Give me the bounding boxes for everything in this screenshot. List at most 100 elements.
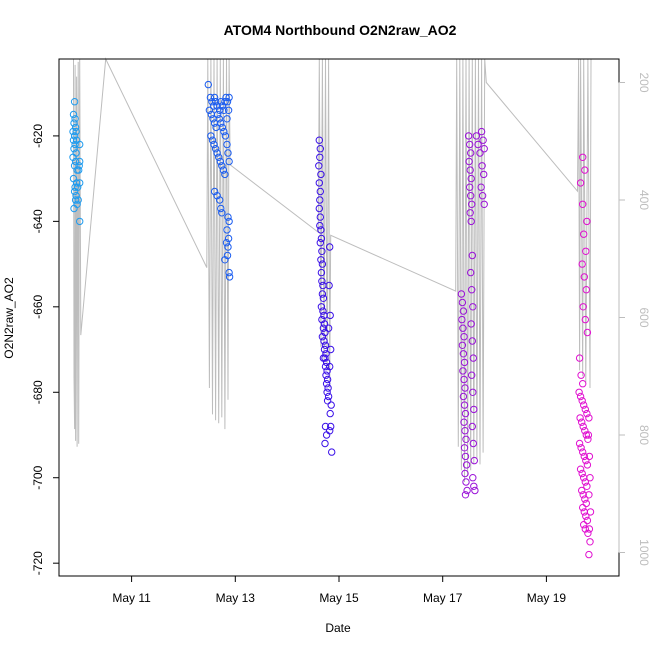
data-point bbox=[215, 153, 223, 162]
data-point bbox=[580, 401, 588, 409]
data-point bbox=[326, 409, 334, 418]
data-point bbox=[467, 268, 475, 277]
data-point bbox=[585, 550, 593, 559]
data-point bbox=[316, 145, 324, 153]
data-point bbox=[480, 145, 488, 153]
x-axis: May 11 May 13 May 15 May 17 May 19 bbox=[112, 575, 566, 605]
data-point bbox=[218, 162, 226, 170]
data-point bbox=[472, 132, 481, 140]
data-point bbox=[474, 140, 482, 149]
data-point bbox=[580, 521, 588, 529]
data-point bbox=[220, 106, 228, 115]
data-point bbox=[470, 482, 478, 490]
data-point bbox=[458, 298, 467, 307]
y-right-tick-label: 400 bbox=[637, 190, 650, 210]
data-point bbox=[211, 145, 220, 153]
data-point bbox=[317, 234, 326, 243]
data-point bbox=[204, 80, 213, 89]
data-point bbox=[224, 243, 232, 251]
data-point bbox=[74, 196, 82, 204]
data-point bbox=[321, 362, 330, 371]
data-point bbox=[71, 196, 80, 204]
data-point bbox=[579, 448, 587, 456]
data-point bbox=[466, 209, 474, 217]
data-point bbox=[575, 439, 584, 448]
data-point bbox=[468, 286, 476, 294]
data-point bbox=[459, 367, 467, 375]
data-point bbox=[325, 281, 333, 290]
data-point bbox=[210, 140, 218, 149]
data-point bbox=[76, 157, 84, 166]
data-point bbox=[322, 431, 331, 439]
chart-title: ATOM4 Northbound O2N2raw_AO2 bbox=[224, 22, 457, 38]
data-point bbox=[322, 380, 331, 388]
data-point bbox=[327, 401, 335, 409]
data-point bbox=[477, 127, 486, 136]
y-tick-label: -640 bbox=[31, 209, 45, 233]
data-point bbox=[225, 157, 233, 166]
data-point bbox=[75, 166, 83, 174]
data-point bbox=[582, 247, 590, 256]
data-point bbox=[584, 431, 593, 439]
data-point bbox=[468, 200, 476, 209]
depth-series-line bbox=[73, 57, 592, 483]
data-point bbox=[223, 226, 231, 234]
data-point bbox=[581, 495, 589, 503]
data-point bbox=[461, 409, 470, 418]
data-point bbox=[462, 478, 470, 486]
data-point bbox=[220, 127, 228, 136]
data-point bbox=[321, 422, 330, 431]
data-point bbox=[326, 243, 334, 251]
data-point bbox=[224, 234, 233, 243]
y-right-tick-label: 600 bbox=[637, 307, 650, 327]
data-point bbox=[217, 119, 225, 127]
data-point bbox=[216, 196, 224, 204]
data-point bbox=[577, 371, 585, 379]
data-point bbox=[326, 311, 334, 320]
data-point bbox=[469, 354, 477, 362]
data-point bbox=[576, 465, 585, 473]
data-point bbox=[583, 482, 591, 490]
data-point bbox=[213, 149, 221, 157]
data-point bbox=[463, 486, 471, 495]
data-point bbox=[315, 136, 323, 144]
y-right-tick-label: 200 bbox=[637, 72, 650, 92]
data-point bbox=[585, 491, 593, 499]
data-point bbox=[327, 345, 335, 354]
data-point bbox=[69, 127, 77, 136]
data-point bbox=[459, 350, 468, 358]
data-point bbox=[578, 486, 586, 495]
data-point bbox=[69, 136, 78, 144]
data-point bbox=[578, 397, 586, 405]
y-right-tick-label: 800 bbox=[637, 425, 650, 445]
data-point bbox=[315, 204, 323, 213]
data-point bbox=[206, 93, 215, 102]
data-point bbox=[321, 354, 329, 362]
data-point bbox=[317, 268, 326, 277]
data-point bbox=[460, 401, 469, 409]
data-point bbox=[460, 375, 468, 384]
data-point bbox=[581, 405, 589, 414]
data-point bbox=[578, 418, 586, 426]
data-point bbox=[579, 422, 587, 431]
data-point bbox=[468, 422, 476, 431]
data-point bbox=[584, 435, 592, 443]
data-point bbox=[328, 448, 336, 456]
data-point bbox=[225, 217, 233, 226]
data-point bbox=[317, 303, 326, 311]
data-point bbox=[316, 213, 324, 221]
data-point bbox=[580, 508, 588, 516]
data-point bbox=[458, 341, 467, 349]
data-point bbox=[221, 256, 229, 264]
data-point bbox=[469, 303, 477, 311]
data-point bbox=[579, 200, 587, 209]
data-point bbox=[69, 110, 78, 119]
data-point bbox=[585, 525, 594, 533]
data-point bbox=[583, 516, 592, 525]
data-point bbox=[470, 405, 478, 414]
data-point bbox=[579, 491, 587, 499]
data-point bbox=[583, 461, 592, 469]
x-tick-label: May 17 bbox=[423, 591, 463, 605]
data-point bbox=[223, 140, 231, 149]
data-point bbox=[580, 273, 588, 281]
